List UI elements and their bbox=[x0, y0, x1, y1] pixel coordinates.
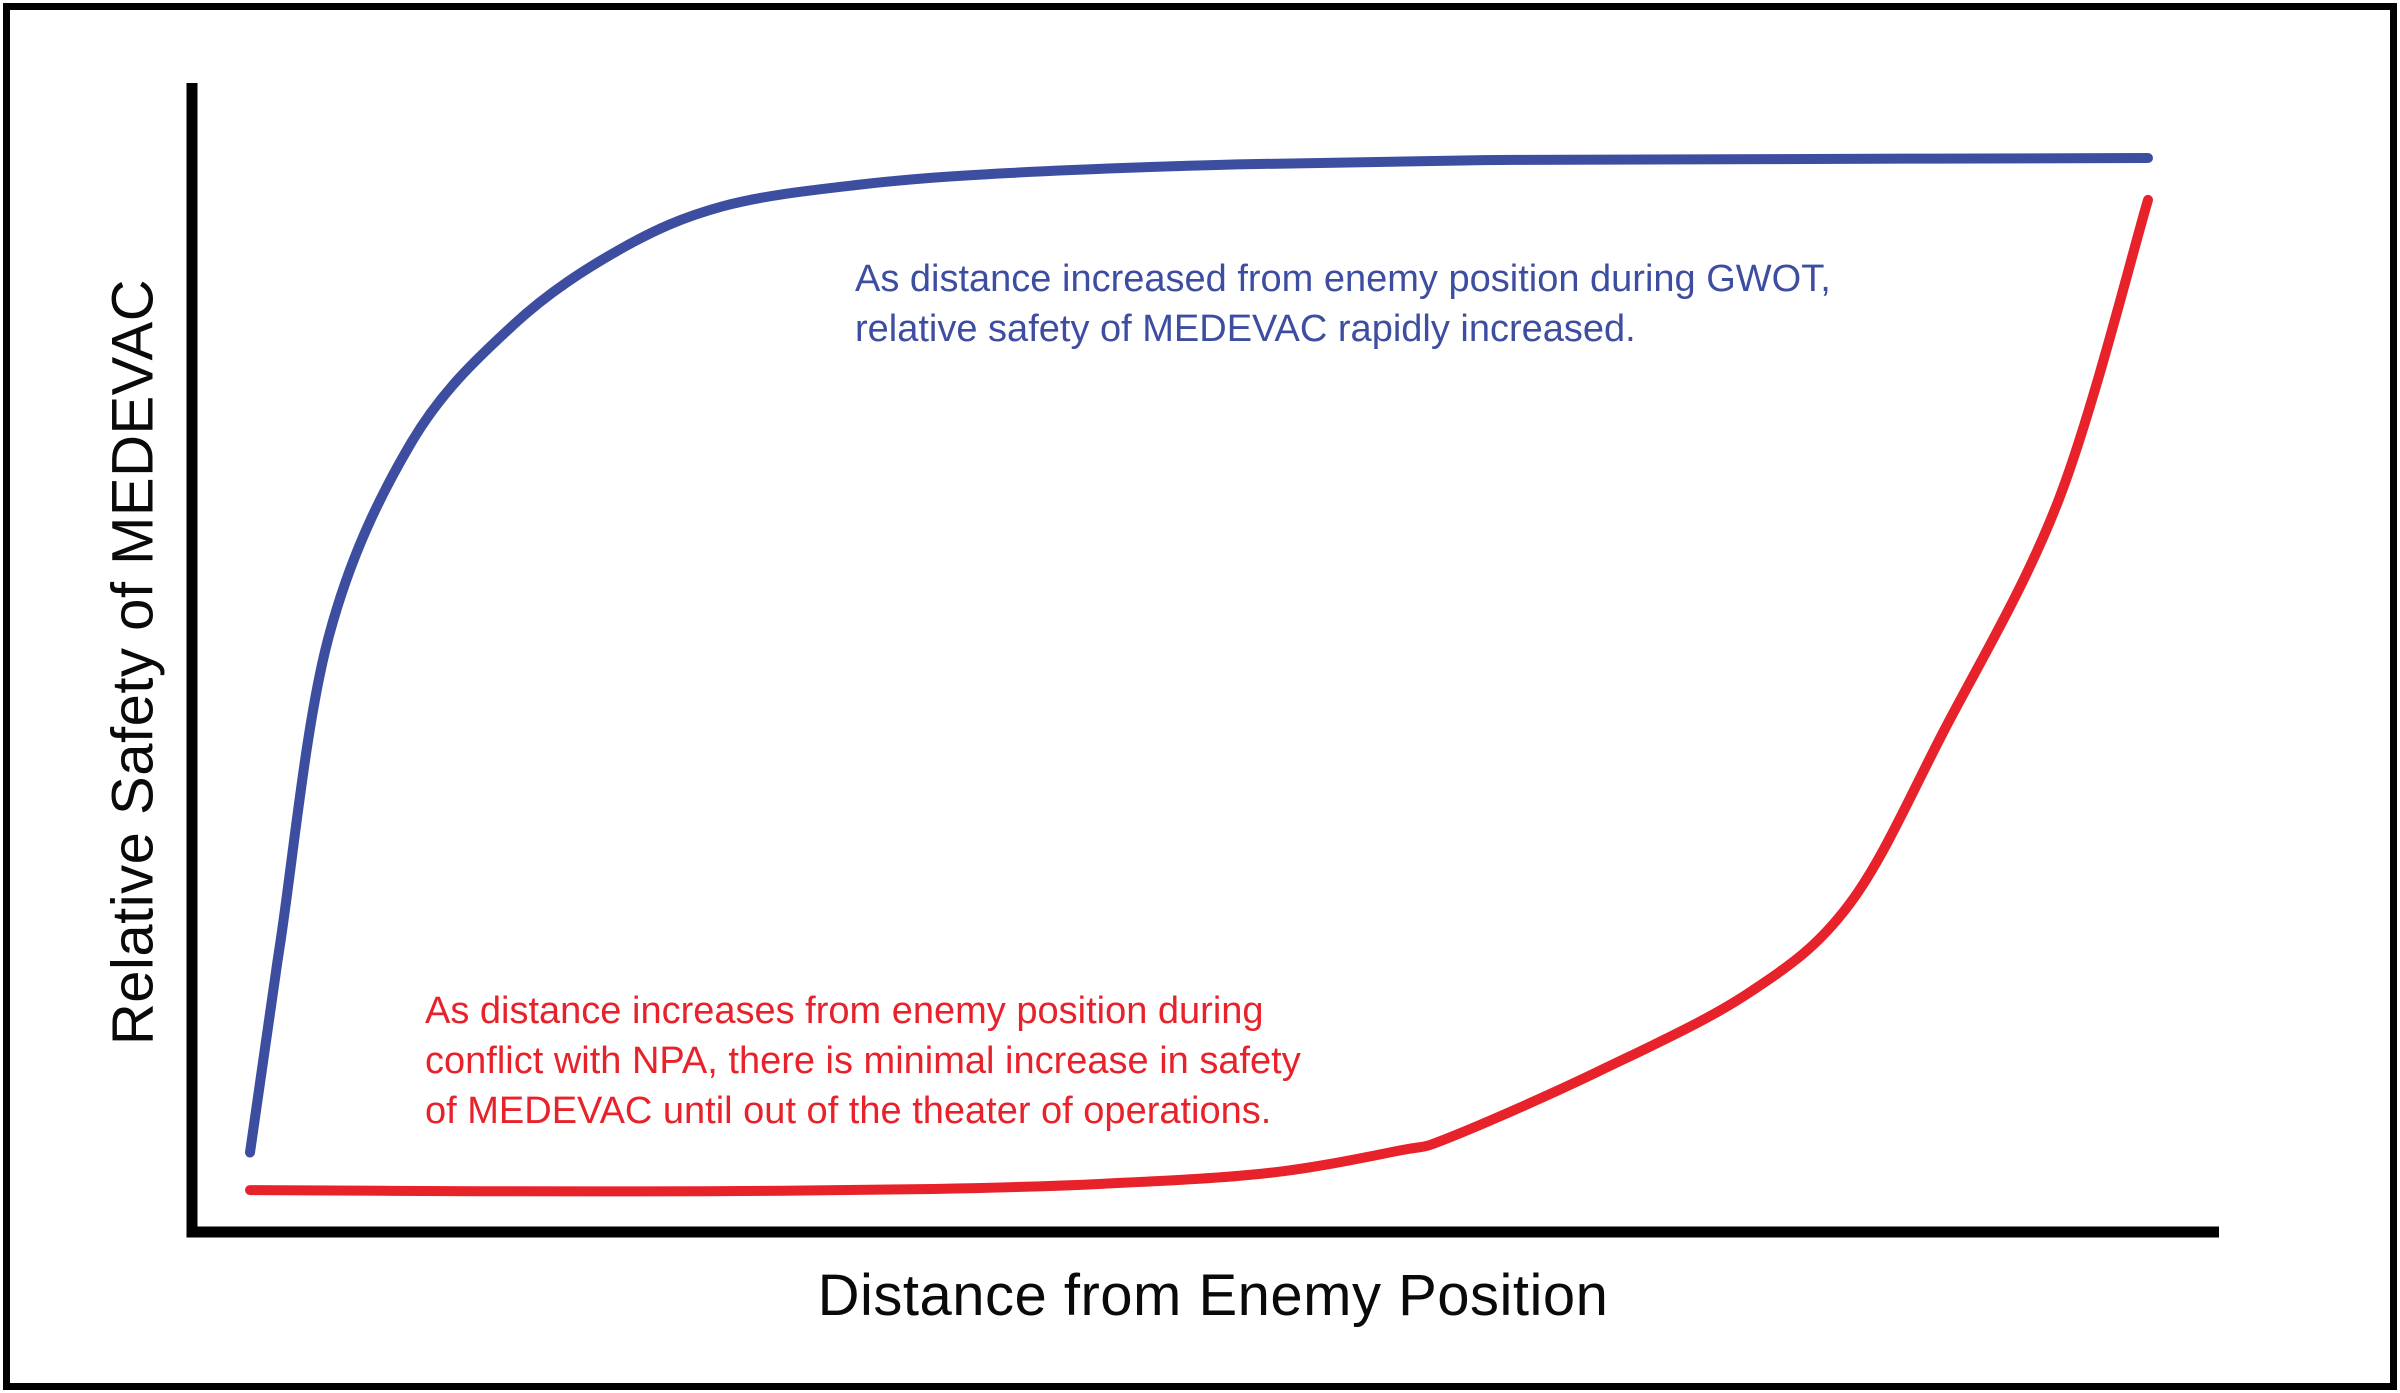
y-axis-label: Relative Safety of MEDEVAC bbox=[100, 278, 166, 1046]
npa-annotation: As distance increases from enemy positio… bbox=[425, 986, 1301, 1136]
gwot-annotation-line-1: As distance increased from enemy positio… bbox=[855, 258, 1831, 300]
x-axis-label: Distance from Enemy Position bbox=[817, 1263, 1609, 1328]
gwot-annotation-line-2: relative safety of MEDEVAC rapidly incre… bbox=[855, 308, 1636, 350]
npa-annotation-line-1: As distance increases from enemy positio… bbox=[425, 990, 1264, 1032]
npa-annotation-line-2: conflict with NPA, there is minimal incr… bbox=[425, 1040, 1301, 1082]
npa-curve bbox=[245, 194, 2153, 1197]
gwot-curve bbox=[245, 153, 2153, 1158]
gwot-annotation: As distance increased from enemy positio… bbox=[855, 254, 1831, 354]
npa-annotation-line-3: of MEDEVAC until out of the theater of o… bbox=[425, 1090, 1272, 1132]
